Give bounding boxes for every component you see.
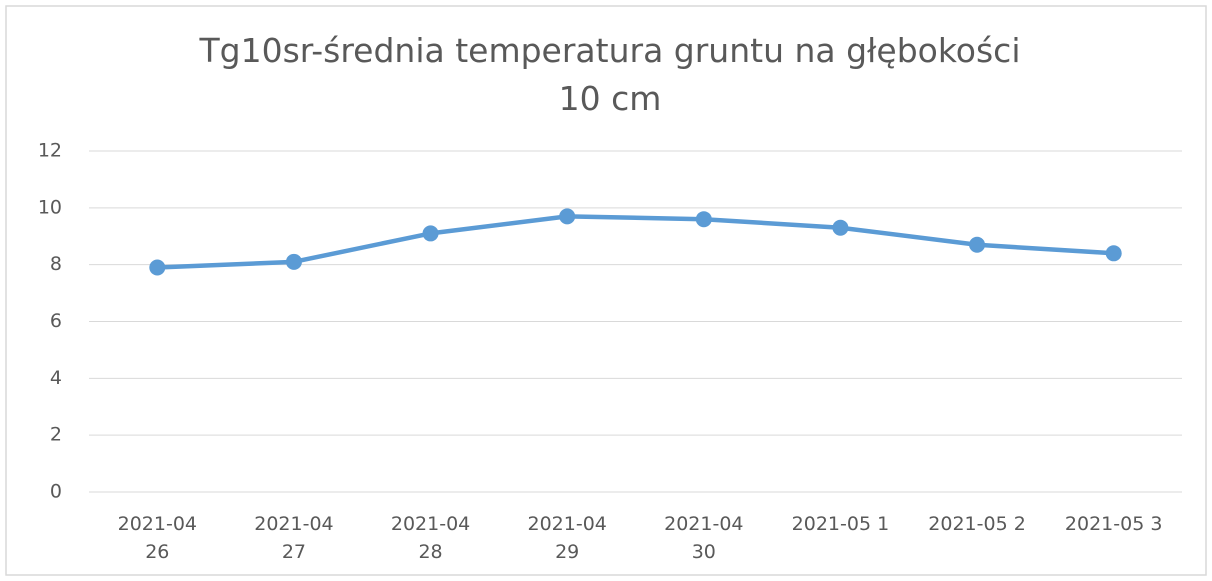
data-point (559, 208, 576, 225)
data-point (695, 211, 712, 228)
x-tick-label: 2021-04 27 (254, 513, 333, 563)
data-point (149, 259, 166, 276)
x-tick-label: 2021-05 2 (928, 513, 1026, 535)
y-tick-label: 4 (50, 367, 62, 389)
x-tick-label: 2021-05 3 (1065, 513, 1163, 535)
x-tick-label: 2021-04 26 (118, 513, 197, 563)
x-tick-label: 2021-05 1 (792, 513, 890, 535)
data-point (422, 225, 439, 242)
y-tick-label: 10 (38, 196, 62, 218)
y-tick-label: 12 (38, 140, 62, 162)
line-series (157, 214, 1114, 270)
chart-border (5, 5, 1207, 576)
data-point (832, 219, 849, 236)
data-point (969, 236, 986, 253)
x-tick-label: 2021-04 30 (664, 513, 743, 563)
chart-title: Tg10sr-średnia temperatura gruntu na głę… (198, 31, 1020, 118)
x-tick-label: 2021-04 29 (527, 513, 606, 563)
y-tick-label: 8 (50, 253, 62, 275)
y-tick-label: 6 (50, 310, 62, 332)
data-point (285, 253, 302, 270)
x-tick-label: 2021-04 28 (391, 513, 470, 563)
y-tick-label: 0 (50, 481, 62, 503)
y-tick-label: 2 (50, 424, 62, 446)
data-point (1105, 245, 1122, 262)
